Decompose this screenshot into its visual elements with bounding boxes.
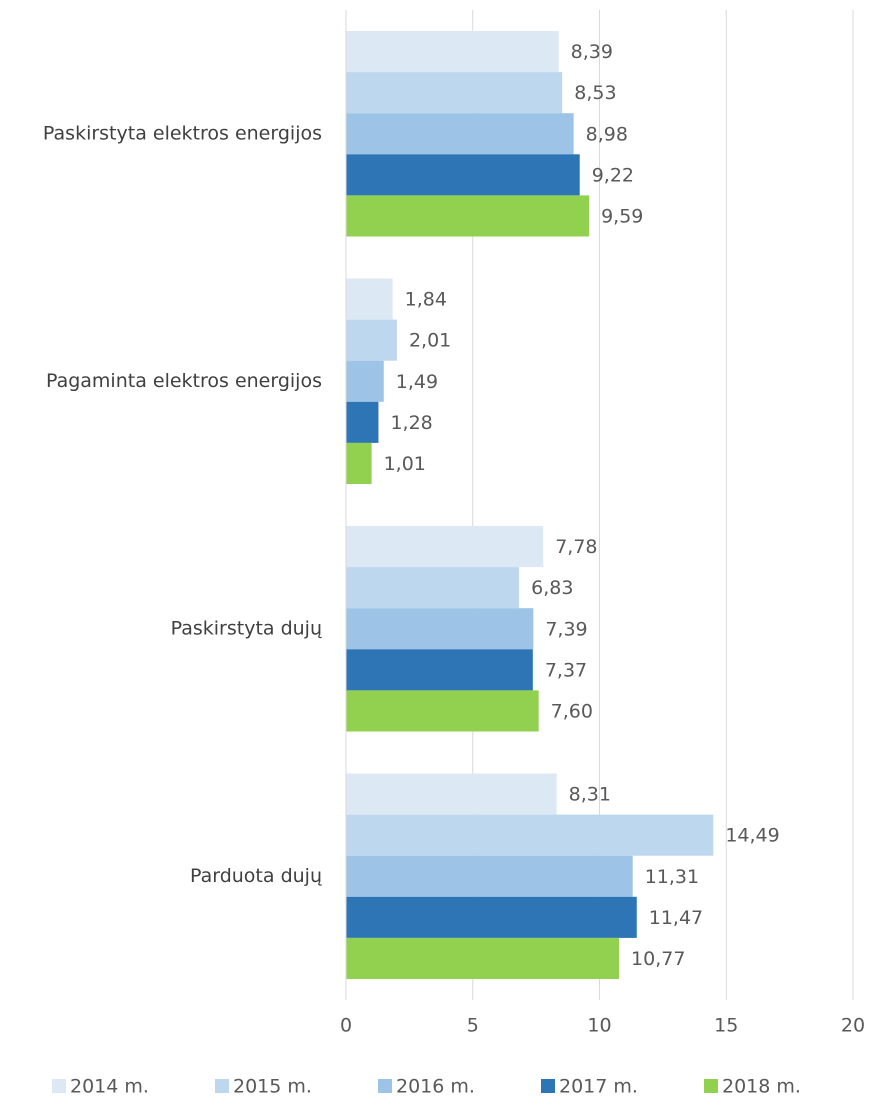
value-label: 9,59 — [601, 205, 643, 227]
value-label: 7,60 — [551, 700, 593, 722]
legend-swatch — [541, 1079, 555, 1093]
value-label: 8,98 — [586, 123, 628, 145]
value-label: 11,31 — [645, 866, 699, 888]
bar — [346, 31, 559, 73]
value-label: 1,84 — [405, 289, 447, 311]
y-tick-label: Parduota dujų — [190, 865, 322, 887]
bar — [346, 608, 534, 650]
bar — [346, 814, 714, 856]
value-label: 8,39 — [571, 41, 613, 63]
value-label: 6,83 — [531, 577, 573, 599]
value-label: 2,01 — [409, 330, 451, 352]
x-tick-label: 10 — [587, 1015, 611, 1037]
legend-swatch — [704, 1079, 718, 1093]
bar — [346, 690, 539, 732]
bar — [346, 154, 580, 196]
bar — [346, 526, 544, 568]
bar — [346, 113, 574, 155]
value-label: 8,53 — [574, 82, 616, 104]
legend-label: 2015 m. — [233, 1076, 312, 1098]
bar — [346, 649, 533, 691]
x-tick-label: 20 — [841, 1015, 865, 1037]
bar — [346, 401, 379, 443]
value-label: 7,78 — [555, 536, 597, 558]
bar — [346, 442, 372, 484]
bar — [346, 896, 637, 938]
value-label: 1,49 — [396, 371, 438, 393]
value-label: 7,39 — [545, 618, 587, 640]
legend-swatch — [378, 1079, 392, 1093]
bar — [346, 195, 590, 237]
legend-swatch — [215, 1079, 229, 1093]
value-label: 14,49 — [725, 825, 779, 847]
value-label: 1,01 — [384, 453, 426, 475]
bar — [346, 72, 563, 114]
bar — [346, 855, 633, 897]
bar — [346, 937, 620, 979]
bar — [346, 567, 520, 609]
y-tick-label: Paskirstyta dujų — [171, 617, 322, 639]
value-label: 1,28 — [390, 412, 432, 434]
legend-label: 2018 m. — [722, 1076, 801, 1098]
legend-label: 2017 m. — [559, 1076, 638, 1098]
value-label: 11,47 — [649, 907, 703, 929]
x-tick-label: 15 — [714, 1015, 738, 1037]
value-label: 8,31 — [569, 784, 611, 806]
legend-label: 2016 m. — [396, 1076, 475, 1098]
x-tick-label: 5 — [467, 1015, 479, 1037]
value-label: 10,77 — [631, 948, 685, 970]
legend-swatch — [52, 1079, 66, 1093]
bar — [346, 278, 393, 320]
value-label: 7,37 — [545, 659, 587, 681]
legend-label: 2014 m. — [70, 1076, 149, 1098]
y-tick-label: Pagaminta elektros energijos — [46, 370, 322, 392]
bar — [346, 319, 397, 361]
y-tick-label: Paskirstyta elektros energijos — [43, 122, 322, 144]
bar — [346, 773, 557, 815]
value-label: 9,22 — [592, 164, 634, 186]
x-tick-label: 0 — [340, 1015, 352, 1037]
bar — [346, 360, 384, 402]
